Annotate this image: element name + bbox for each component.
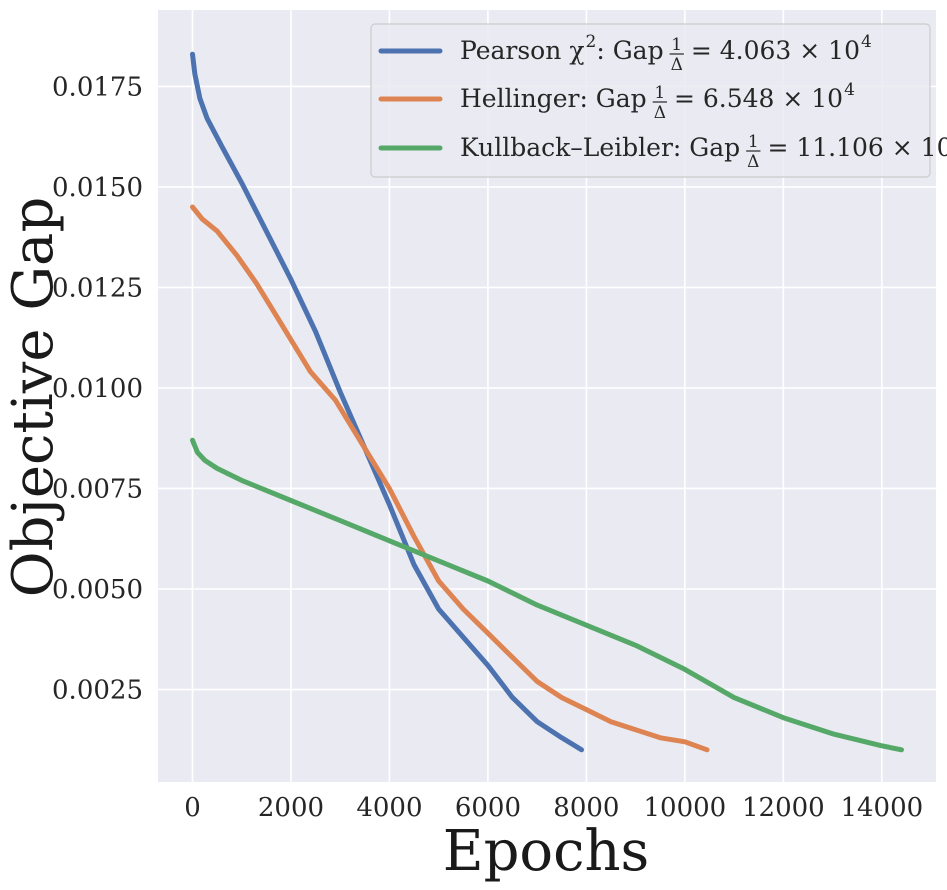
x-axis-ticks: 0 2000 4000 6000 8000 10000 12000 14000 [184, 793, 923, 823]
y-tick-label: 0.0125 [52, 273, 143, 303]
x-tick-label: 8000 [553, 793, 619, 823]
legend-frac-denominator: Δ [654, 103, 666, 123]
x-tick-label: 4000 [356, 793, 422, 823]
legend-value: = 11.106 × 10 [767, 133, 947, 162]
legend-box [370, 23, 931, 178]
legend-item-hellinger: Hellinger: Gap 1Δ = 6.548 × 10 4 [378, 80, 855, 123]
legend-frac-numerator: 1 [654, 83, 665, 103]
legend-item-pearson: Pearson χ 2: Gap 1Δ = 4.063 × 10 4 [378, 32, 872, 75]
legend-exponent: 4 [844, 80, 855, 100]
legend-symbol: χ [569, 36, 584, 65]
y-axis-ticks: 0.0025 0.0050 0.0075 0.0100 0.0125 0.0150 0.01… [52, 72, 143, 705]
legend-gap-label: : Gap [579, 84, 646, 113]
series-line-hellinger [190, 204, 710, 753]
legend-gap-label: : Gap [673, 133, 740, 162]
y-tick-label: 0.0075 [52, 474, 143, 504]
legend-value: = 4.063 × 10 [691, 36, 860, 65]
y-tick-label: 0.0150 [52, 173, 143, 203]
legend-superscript: 2 [586, 32, 597, 52]
legend-gap-label: : Gap [596, 36, 663, 65]
legend-frac-numerator: 1 [671, 35, 682, 55]
y-tick-label: 0.0175 [52, 72, 143, 102]
y-tick-label: 0.0100 [52, 374, 143, 404]
legend-exponent: 4 [861, 32, 872, 52]
series-line-pearson [190, 51, 584, 753]
legend-label: Kullback–Leibler [460, 133, 673, 162]
legend-label: Pearson [460, 36, 561, 65]
y-axis-title: Objective Gap [1, 197, 66, 598]
x-tick-label: 10000 [644, 793, 727, 823]
x-axis-title: Epochs [443, 819, 650, 884]
legend-value: = 6.548 × 10 [674, 84, 843, 113]
legend-label: Hellinger [460, 84, 579, 113]
x-tick-label: 14000 [840, 793, 923, 823]
x-tick-label: 6000 [455, 793, 521, 823]
y-tick-label: 0.0025 [52, 676, 143, 706]
series-line-kullback-leibler [190, 437, 904, 753]
legend: Pearson χ 2: Gap 1Δ = 4.063 × 10 4Hellinger: … [370, 23, 947, 178]
legend-frac-denominator: Δ [747, 152, 759, 172]
x-tick-label: 0 [184, 793, 201, 823]
x-tick-label: 12000 [742, 793, 825, 823]
y-tick-label: 0.0050 [52, 575, 143, 605]
series-lines [190, 51, 904, 753]
x-tick-label: 2000 [258, 793, 324, 823]
legend-frac-numerator: 1 [748, 132, 759, 152]
legend-frac-denominator: Δ [671, 55, 683, 75]
